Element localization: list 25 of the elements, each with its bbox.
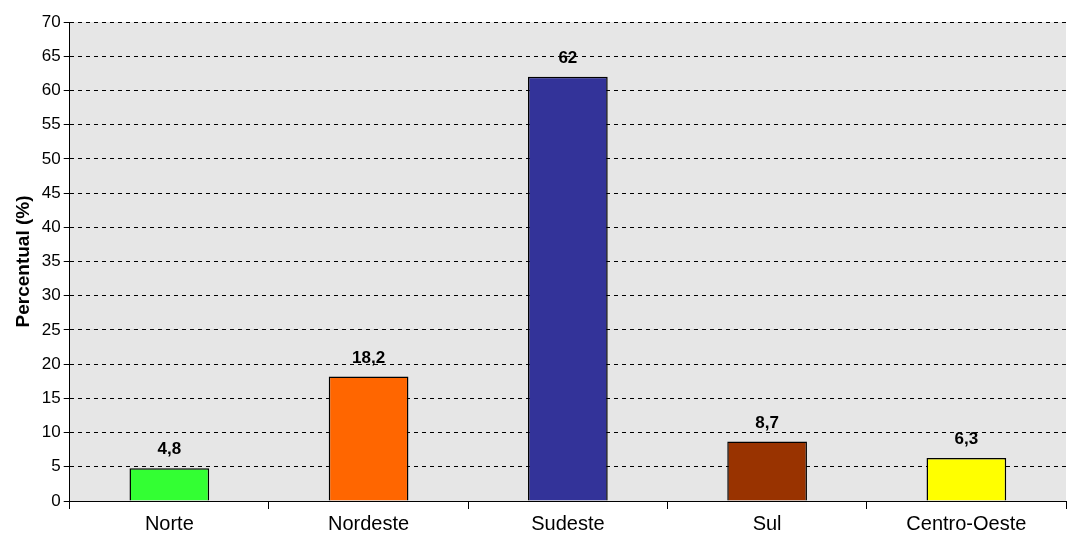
x-tick-label: Sudeste — [531, 511, 605, 534]
y-tick-label: 5 — [51, 456, 61, 476]
y-tick-label: 55 — [41, 114, 61, 134]
y-tick-label: 0 — [51, 490, 61, 510]
y-tick-label: 70 — [41, 11, 61, 31]
x-tick-label: Centro-Oeste — [906, 511, 1027, 534]
data-label: 8,7 — [755, 412, 779, 432]
y-axis-title: Percentual (%) — [11, 195, 33, 328]
y-tick-label: 60 — [41, 80, 61, 100]
data-label: 4,8 — [157, 439, 182, 459]
y-tick-label: 25 — [41, 319, 61, 339]
y-tick-label: 30 — [41, 285, 61, 305]
y-tick-label: 50 — [41, 148, 61, 168]
y-tick-label: 20 — [41, 353, 61, 373]
y-tick-label: 65 — [41, 45, 61, 65]
x-tick-label: Sul — [752, 511, 782, 534]
data-label: 6,3 — [954, 429, 979, 449]
y-tick-label: 40 — [41, 216, 61, 236]
y-tick-label: 45 — [41, 182, 61, 202]
x-tick-label: Nordeste — [328, 511, 410, 534]
y-tick-label: 15 — [41, 388, 61, 408]
data-label: 18,2 — [352, 347, 386, 367]
y-tick-label: 10 — [41, 422, 61, 442]
y-tick-label: 35 — [41, 251, 61, 271]
x-tick-label: Norte — [144, 511, 194, 534]
